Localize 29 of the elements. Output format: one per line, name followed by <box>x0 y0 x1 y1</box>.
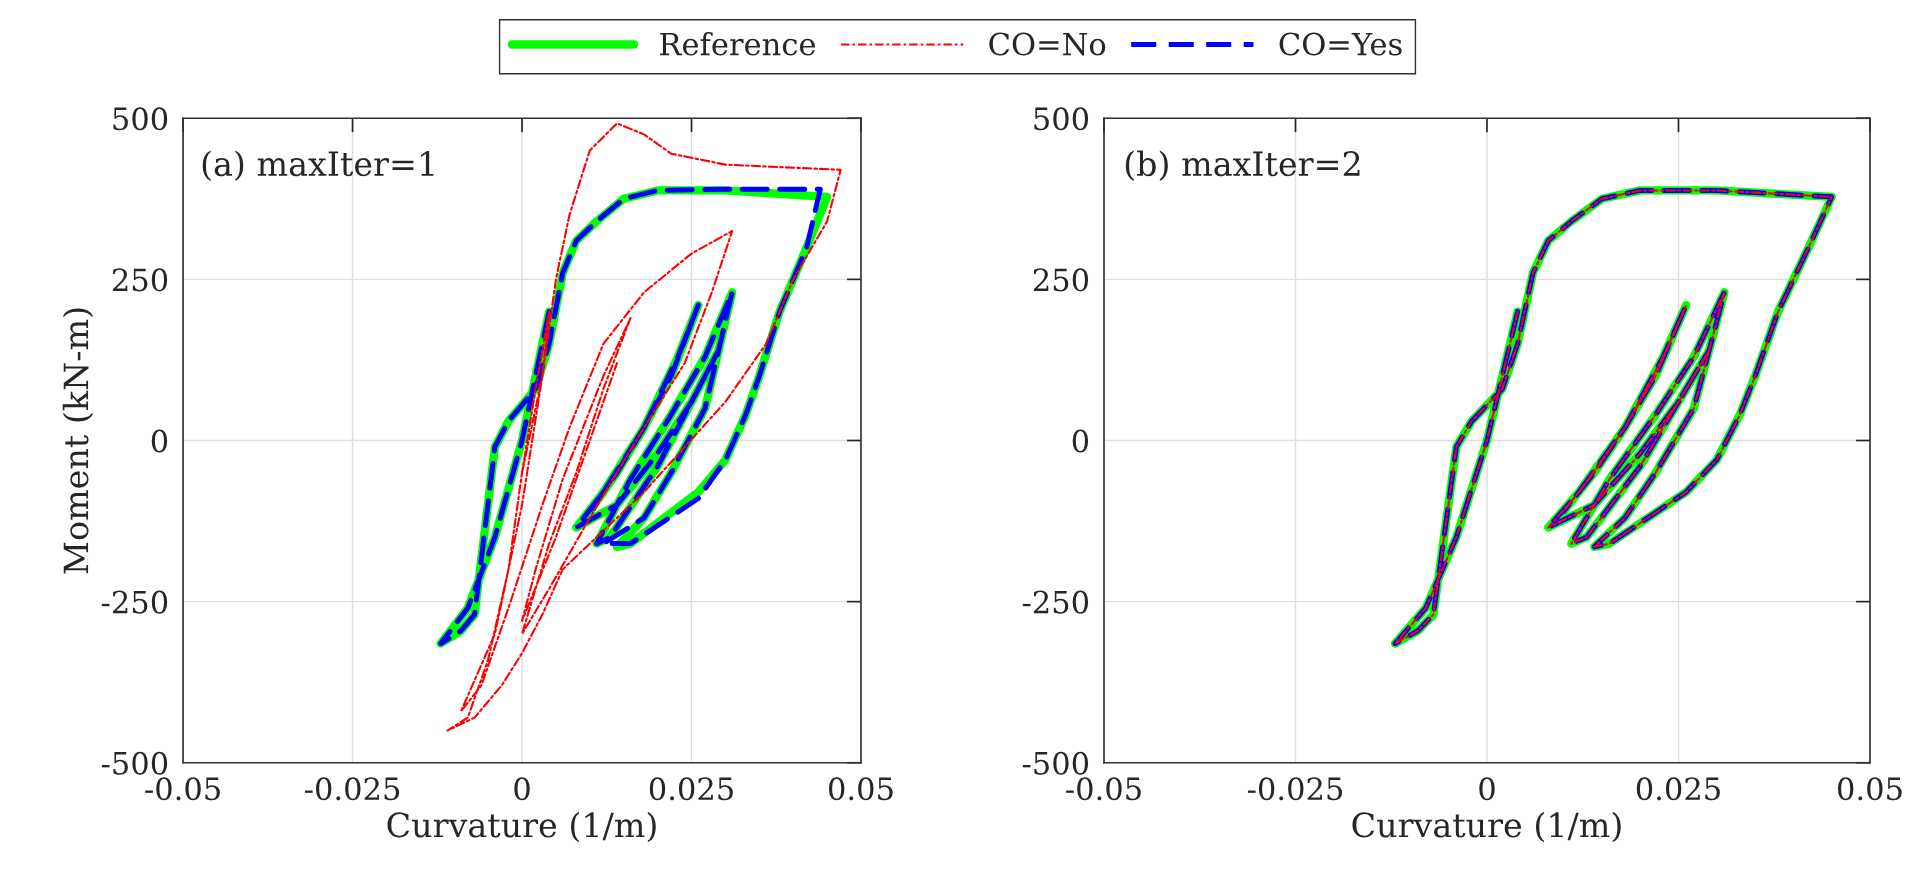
y-tick-label: -500 <box>1022 751 1089 775</box>
y-tick-label: -500 <box>101 751 168 775</box>
x-tick-label: 0 <box>514 777 530 801</box>
y-tick-label: 0 <box>151 429 168 453</box>
y-tick-label: 250 <box>1033 268 1089 292</box>
line-series <box>446 122 842 732</box>
legend-label: CO=Yes <box>1279 32 1402 56</box>
x-tick-label: 0.05 <box>828 777 893 801</box>
x-tick-label: -0.05 <box>1066 777 1141 801</box>
x-tick-label: -0.025 <box>1247 777 1343 801</box>
x-tick-label: 0 <box>1479 777 1495 801</box>
y-tick-label: 500 <box>113 107 168 131</box>
y-tick-label: -250 <box>101 590 168 614</box>
y-tick-label: 250 <box>112 268 168 292</box>
x-axis-title: Curvature (1/m) <box>387 811 656 843</box>
x-tick-label: 0.05 <box>1838 777 1902 801</box>
y-tick-label: 500 <box>1034 107 1089 131</box>
y-tick-label: 0 <box>1072 429 1089 453</box>
y-axis-title: Moment (kN-m) <box>62 308 94 574</box>
x-axis-title: Curvature (1/m) <box>1352 811 1621 843</box>
legend-label: CO=No <box>989 32 1106 56</box>
y-tick-label: -250 <box>1022 590 1089 614</box>
x-tick-label: -0.025 <box>304 777 400 801</box>
legend-label: Reference <box>660 31 815 56</box>
x-tick-label: 0.025 <box>1636 777 1720 801</box>
annotation: (b) maxIter=2 <box>1125 150 1360 181</box>
x-tick-label: 0.025 <box>649 777 733 801</box>
x-tick-label: -0.05 <box>145 777 220 801</box>
annotation: (a) maxIter=1 <box>202 150 434 181</box>
